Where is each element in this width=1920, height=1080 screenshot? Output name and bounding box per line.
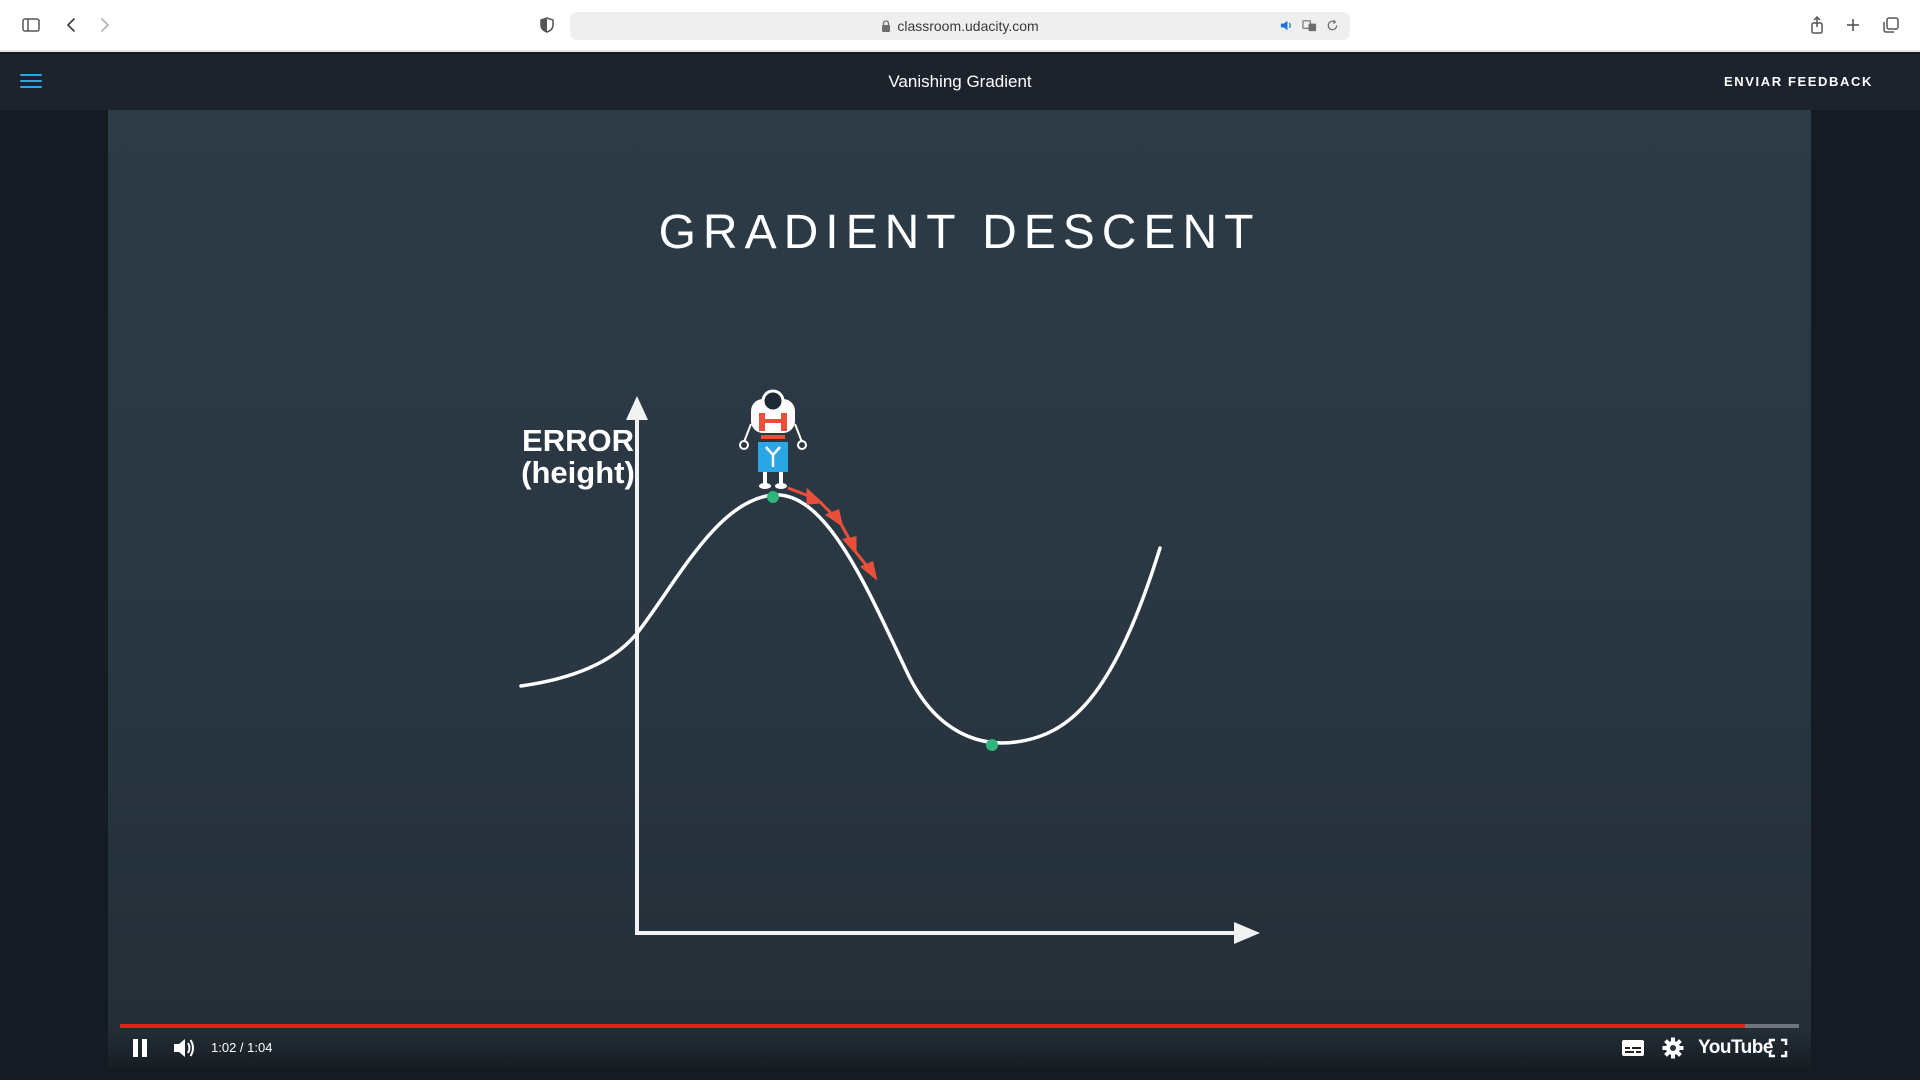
descent-arrows: [787, 486, 878, 581]
forward-icon[interactable]: [92, 12, 118, 38]
page-title: Vanishing Gradient: [888, 72, 1032, 91]
gear-icon: [1662, 1037, 1684, 1059]
fullscreen-button[interactable]: [1768, 1034, 1788, 1062]
privacy-shield-icon[interactable]: [534, 12, 560, 38]
y-axis-arrowhead: [626, 396, 648, 420]
pause-icon: [133, 1039, 147, 1057]
time-separator: /: [236, 1040, 248, 1055]
back-icon[interactable]: [58, 12, 84, 38]
y-axis-label-line2: (height): [521, 455, 635, 490]
lock-icon: [882, 20, 891, 32]
settings-button[interactable]: [1662, 1034, 1684, 1062]
speaker-playing-icon[interactable]: [1279, 18, 1294, 33]
send-feedback-button[interactable]: ENVIAR FEEDBACK: [1724, 74, 1873, 89]
translate-icon[interactable]: [1302, 18, 1317, 33]
robot-icon: [739, 389, 807, 489]
current-point-marker: [767, 491, 779, 503]
classroom-header: Vanishing Gradient ENVIAR FEEDBACK: [0, 54, 1920, 110]
player-controls: 1:02 / 1:04 YouTube: [108, 1028, 1811, 1068]
browser-toolbar: classroom.udacity.com: [0, 0, 1920, 52]
gradient-descent-diagram: [519, 389, 1260, 944]
slide-title: GRADIENT DESCENT: [658, 206, 1261, 259]
share-icon[interactable]: [1804, 12, 1830, 38]
x-axis-arrowhead: [1234, 922, 1260, 944]
subtitles-button[interactable]: [1621, 1034, 1645, 1062]
url-text: classroom.udacity.com: [897, 18, 1039, 34]
y-axis-label-line1: ERROR: [522, 423, 634, 458]
time-current: 1:02: [211, 1040, 237, 1055]
y-axis-label: ERROR (height): [488, 425, 668, 489]
error-curve: [519, 493, 1162, 745]
video-player[interactable]: GRADIENT DESCENT ERROR (height): [108, 110, 1811, 1068]
axes: [626, 396, 1260, 944]
minimum-point-marker: [986, 739, 998, 751]
video-progress-bar[interactable]: [120, 1024, 1799, 1028]
time-display: 1:02 / 1:04: [211, 1040, 272, 1055]
fullscreen-icon: [1768, 1038, 1788, 1058]
new-tab-icon[interactable]: [1840, 12, 1866, 38]
address-bar[interactable]: classroom.udacity.com: [570, 12, 1350, 40]
youtube-logo[interactable]: YouTube: [1698, 1037, 1773, 1058]
tab-overview-icon[interactable]: [1878, 12, 1904, 38]
sidebar-toggle-icon[interactable]: [18, 12, 44, 38]
subtitles-icon: [1622, 1040, 1644, 1056]
time-total: 1:04: [247, 1040, 273, 1055]
volume-icon: [174, 1039, 194, 1057]
video-progress-fill: [120, 1024, 1746, 1028]
menu-icon[interactable]: [20, 70, 42, 92]
pause-button[interactable]: [131, 1034, 149, 1062]
reload-icon[interactable]: [1325, 18, 1340, 33]
volume-button[interactable]: [172, 1034, 196, 1062]
